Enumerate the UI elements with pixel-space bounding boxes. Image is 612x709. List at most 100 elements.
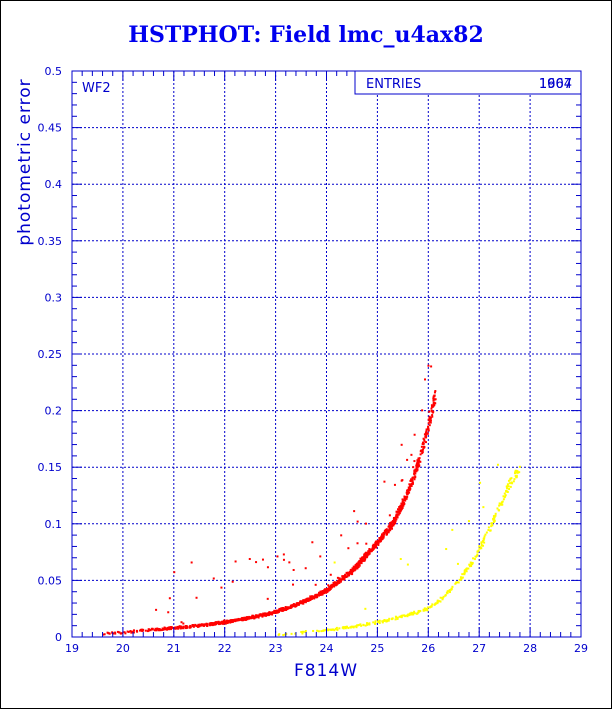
data-point bbox=[469, 561, 472, 564]
data-point bbox=[331, 583, 334, 586]
data-point bbox=[312, 629, 315, 632]
data-point bbox=[412, 476, 415, 479]
data-point bbox=[214, 622, 217, 625]
data-point bbox=[434, 602, 437, 605]
data-point bbox=[509, 485, 512, 488]
data-point bbox=[257, 616, 260, 619]
data-point bbox=[429, 416, 432, 419]
data-point bbox=[289, 606, 292, 609]
data-point bbox=[356, 566, 359, 569]
data-point bbox=[408, 489, 411, 492]
data-point bbox=[248, 617, 251, 620]
data-point bbox=[408, 491, 411, 494]
data-point bbox=[424, 435, 427, 438]
x-tick-label: 19 bbox=[65, 642, 79, 655]
data-point bbox=[355, 565, 358, 568]
data-point bbox=[368, 622, 371, 625]
data-point bbox=[111, 631, 114, 634]
data-point bbox=[382, 535, 385, 538]
data-point bbox=[146, 630, 149, 633]
data-point bbox=[309, 599, 312, 602]
data-point bbox=[400, 508, 403, 511]
data-point bbox=[182, 622, 185, 625]
data-point bbox=[428, 420, 431, 423]
data-point bbox=[345, 571, 348, 574]
y-tick-label: 0 bbox=[55, 631, 62, 644]
data-point bbox=[413, 477, 416, 480]
data-point bbox=[368, 550, 371, 553]
data-point bbox=[381, 536, 384, 539]
data-point bbox=[403, 502, 406, 505]
data-point bbox=[401, 614, 404, 617]
data-point bbox=[456, 562, 459, 565]
data-point bbox=[286, 607, 289, 610]
data-point bbox=[374, 542, 377, 545]
data-point bbox=[263, 612, 266, 615]
data-point bbox=[401, 479, 404, 482]
data-point bbox=[354, 565, 357, 568]
data-point bbox=[415, 465, 418, 468]
data-point bbox=[325, 590, 328, 593]
data-point bbox=[476, 553, 479, 556]
data-point bbox=[390, 523, 393, 526]
data-point bbox=[242, 617, 245, 620]
data-point bbox=[510, 477, 513, 480]
data-point bbox=[483, 535, 486, 538]
data-point bbox=[427, 425, 430, 428]
data-point bbox=[194, 623, 197, 626]
data-point bbox=[480, 542, 483, 545]
data-point bbox=[413, 433, 416, 436]
data-point bbox=[261, 615, 264, 618]
data-point bbox=[314, 583, 317, 586]
data-point bbox=[518, 465, 521, 468]
stats-box-border bbox=[354, 70, 582, 95]
y-tick-label: 0.3 bbox=[45, 291, 63, 304]
data-point bbox=[323, 588, 326, 591]
data-point bbox=[399, 504, 402, 507]
data-point bbox=[366, 623, 369, 626]
data-point bbox=[364, 624, 367, 627]
data-point bbox=[421, 451, 424, 454]
data-point bbox=[229, 621, 232, 624]
data-point bbox=[389, 522, 392, 525]
data-point bbox=[433, 603, 436, 606]
data-point bbox=[377, 543, 380, 546]
data-point bbox=[158, 628, 161, 631]
data-point bbox=[460, 577, 463, 580]
data-point bbox=[246, 616, 249, 619]
data-point bbox=[396, 616, 399, 619]
x-tick-label: 25 bbox=[370, 642, 384, 655]
data-point bbox=[319, 593, 322, 596]
y-tick-label: 0.45 bbox=[38, 122, 63, 135]
data-point bbox=[484, 533, 487, 536]
data-point bbox=[336, 582, 339, 585]
data-point bbox=[324, 628, 327, 631]
data-point bbox=[438, 600, 441, 603]
data-point bbox=[311, 541, 314, 544]
data-point bbox=[370, 549, 373, 552]
data-point bbox=[471, 561, 474, 564]
data-point bbox=[498, 502, 501, 505]
data-point bbox=[198, 625, 201, 628]
data-point bbox=[309, 597, 312, 600]
data-point bbox=[446, 591, 449, 594]
data-point bbox=[338, 577, 341, 580]
data-point bbox=[312, 595, 315, 598]
data-point bbox=[489, 529, 492, 532]
data-point bbox=[367, 622, 370, 625]
data-point bbox=[388, 617, 391, 620]
data-point bbox=[387, 619, 390, 622]
data-point bbox=[333, 581, 336, 584]
data-point bbox=[483, 537, 486, 540]
y-tick-label: 0.35 bbox=[38, 235, 63, 248]
data-point bbox=[470, 563, 473, 566]
data-point bbox=[418, 609, 421, 612]
data-point bbox=[248, 616, 251, 619]
data-point bbox=[229, 619, 232, 622]
data-point bbox=[398, 506, 401, 509]
data-point bbox=[230, 620, 233, 623]
data-point bbox=[276, 555, 279, 558]
data-point bbox=[513, 478, 516, 481]
data-point bbox=[220, 622, 223, 625]
